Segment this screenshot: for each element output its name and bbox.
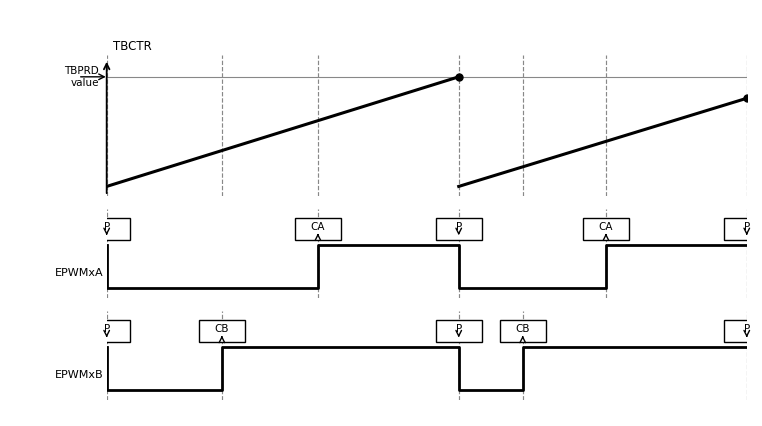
Text: CB: CB [215, 324, 229, 334]
FancyBboxPatch shape [500, 320, 546, 342]
FancyBboxPatch shape [436, 218, 482, 240]
Text: TBCTR: TBCTR [113, 40, 152, 53]
FancyBboxPatch shape [724, 218, 762, 240]
Text: CA: CA [599, 222, 613, 232]
FancyBboxPatch shape [724, 320, 762, 342]
Text: CA: CA [311, 222, 325, 232]
Text: EPWMxA: EPWMxA [55, 268, 104, 278]
Text: TBPRD
value: TBPRD value [64, 66, 99, 88]
FancyBboxPatch shape [84, 320, 130, 342]
Text: P: P [744, 222, 750, 232]
Text: P: P [456, 324, 462, 334]
Text: P: P [104, 324, 110, 334]
FancyBboxPatch shape [84, 218, 130, 240]
FancyBboxPatch shape [295, 218, 341, 240]
Text: P: P [456, 222, 462, 232]
Text: P: P [744, 324, 750, 334]
Text: P: P [104, 222, 110, 232]
Text: EPWMxB: EPWMxB [55, 370, 104, 380]
FancyBboxPatch shape [199, 320, 245, 342]
FancyBboxPatch shape [436, 320, 482, 342]
FancyBboxPatch shape [583, 218, 629, 240]
Text: CB: CB [515, 324, 530, 334]
